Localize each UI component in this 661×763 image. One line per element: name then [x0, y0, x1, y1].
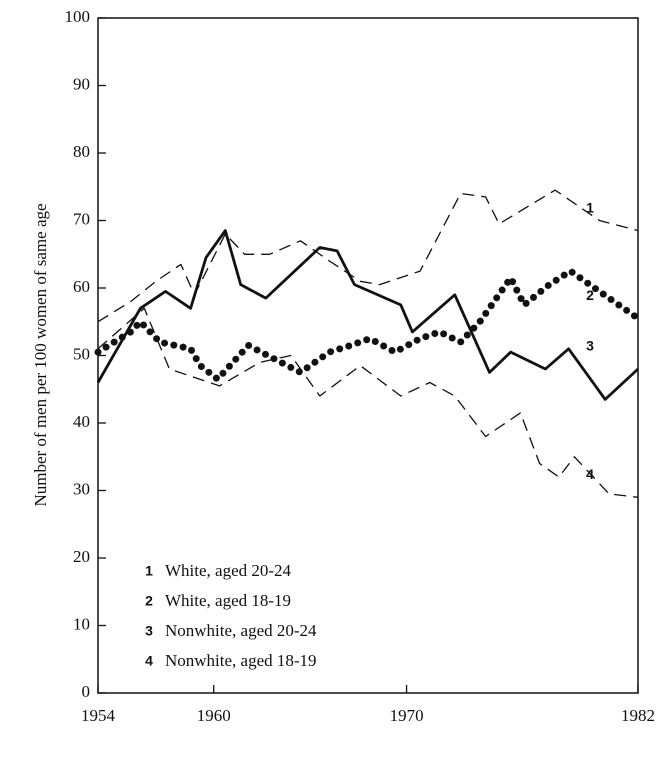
- y-tick-label: 60: [73, 277, 90, 296]
- series-line: [97, 189, 639, 323]
- y-tick-label: 90: [73, 74, 90, 93]
- y-axis-label: Number of men per 100 women of same age: [31, 203, 50, 506]
- series-line: [96, 229, 639, 401]
- y-tick-label: 80: [73, 142, 90, 161]
- legend-number: 3: [145, 623, 153, 639]
- y-tick-label: 100: [65, 7, 91, 26]
- legend-label: Nonwhite, aged 20-24: [165, 621, 317, 640]
- series-line: [94, 267, 642, 383]
- x-tick-label: 1960: [197, 706, 231, 725]
- x-tick-label: 1982: [621, 706, 655, 725]
- series-number: 2: [586, 287, 594, 303]
- series-line: [97, 307, 639, 498]
- y-tick-label: 30: [73, 479, 90, 498]
- x-tick-label: 1954: [81, 706, 116, 725]
- y-tick-label: 40: [73, 412, 90, 431]
- legend-number: 1: [145, 563, 153, 579]
- x-tick-label: 1970: [390, 706, 424, 725]
- y-tick-label: 10: [73, 614, 90, 633]
- y-tick-label: 20: [73, 547, 90, 566]
- legend-label: White, aged 18-19: [165, 591, 291, 610]
- legend-number: 2: [145, 593, 153, 609]
- series-number: 1: [586, 199, 594, 215]
- legend-label: White, aged 20-24: [165, 561, 292, 580]
- y-tick-label: 70: [73, 209, 90, 228]
- series-number: 4: [586, 466, 594, 482]
- y-tick-label: 50: [73, 344, 90, 363]
- series-number: 3: [586, 338, 594, 354]
- legend-number: 4: [145, 653, 153, 669]
- legend-label: Nonwhite, aged 18-19: [165, 651, 317, 670]
- y-tick-label: 0: [82, 682, 91, 701]
